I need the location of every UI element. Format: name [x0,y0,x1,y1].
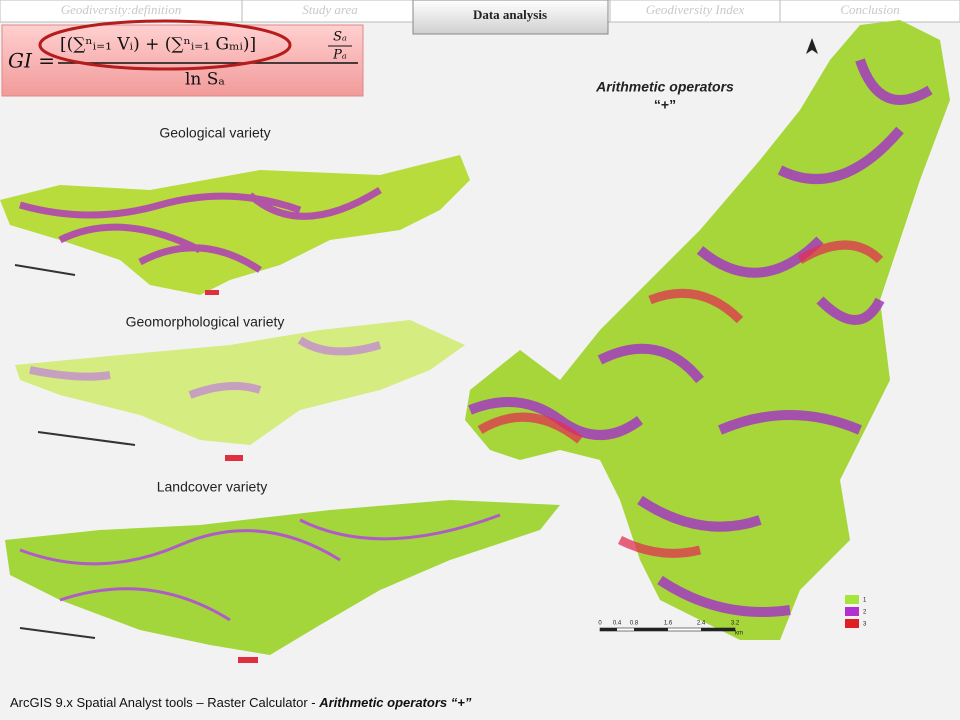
scale-label: 2.4 [697,621,706,627]
formula-box: GI = [(∑ⁿᵢ₌₁ Vᵢ) + (∑ⁿᵢ₌₁ Gₘᵢ)] Sₐ Pₐ ln… [1,19,364,97]
legend: 1 2 3 [845,595,867,628]
result-title: Arithmetic operators [595,79,734,95]
scale-unit: km [735,631,743,637]
active-tab[interactable] [412,0,609,35]
formula-ratio-bottom: Pₐ [332,48,347,63]
map-label: Geological variety [159,125,270,141]
scale-label: 0 [598,621,602,627]
legend-label: 3 [863,622,867,628]
nav-tab[interactable]: Geodiversity:definition [61,2,182,17]
nav-tab[interactable]: Study area [302,2,358,17]
map-label: Landcover variety [157,479,268,495]
scale-label: 1.6 [664,621,673,627]
scale-label: 0.4 [613,621,622,627]
legend-label: 2 [863,610,867,616]
nav-tab[interactable]: Conclusion [840,2,899,17]
legend-label: 1 [863,598,867,604]
result-operator: “+” [654,97,676,113]
map-label: Geomorphological variety [126,314,285,330]
scale-label: 0.8 [630,621,639,627]
caption-emphasis: Arithmetic operators “+” [318,695,472,710]
result-map [465,20,950,640]
formula-denominator: ln Sₐ [185,70,225,90]
caption: ArcGIS 9.x Spatial Analyst tools – Raste… [10,695,472,710]
nav-tab-active[interactable]: Data analysis [473,7,547,22]
caption-text: ArcGIS 9.x Spatial Analyst tools – Raste… [10,695,319,710]
formula-ratio-top: Sₐ [333,30,347,45]
nav-bar: Geodiversity:definition Study area Data … [0,0,960,35]
scale-bar: 0 0.4 0.8 1.6 2.4 3.2 km [598,621,743,637]
nav-tab[interactable]: Geodiversity Index [646,2,745,17]
formula-numerator: [(∑ⁿᵢ₌₁ Vᵢ) + (∑ⁿᵢ₌₁ Gₘᵢ)] [60,35,256,55]
small-maps [0,155,560,663]
scale-label: 3.2 [731,621,740,627]
